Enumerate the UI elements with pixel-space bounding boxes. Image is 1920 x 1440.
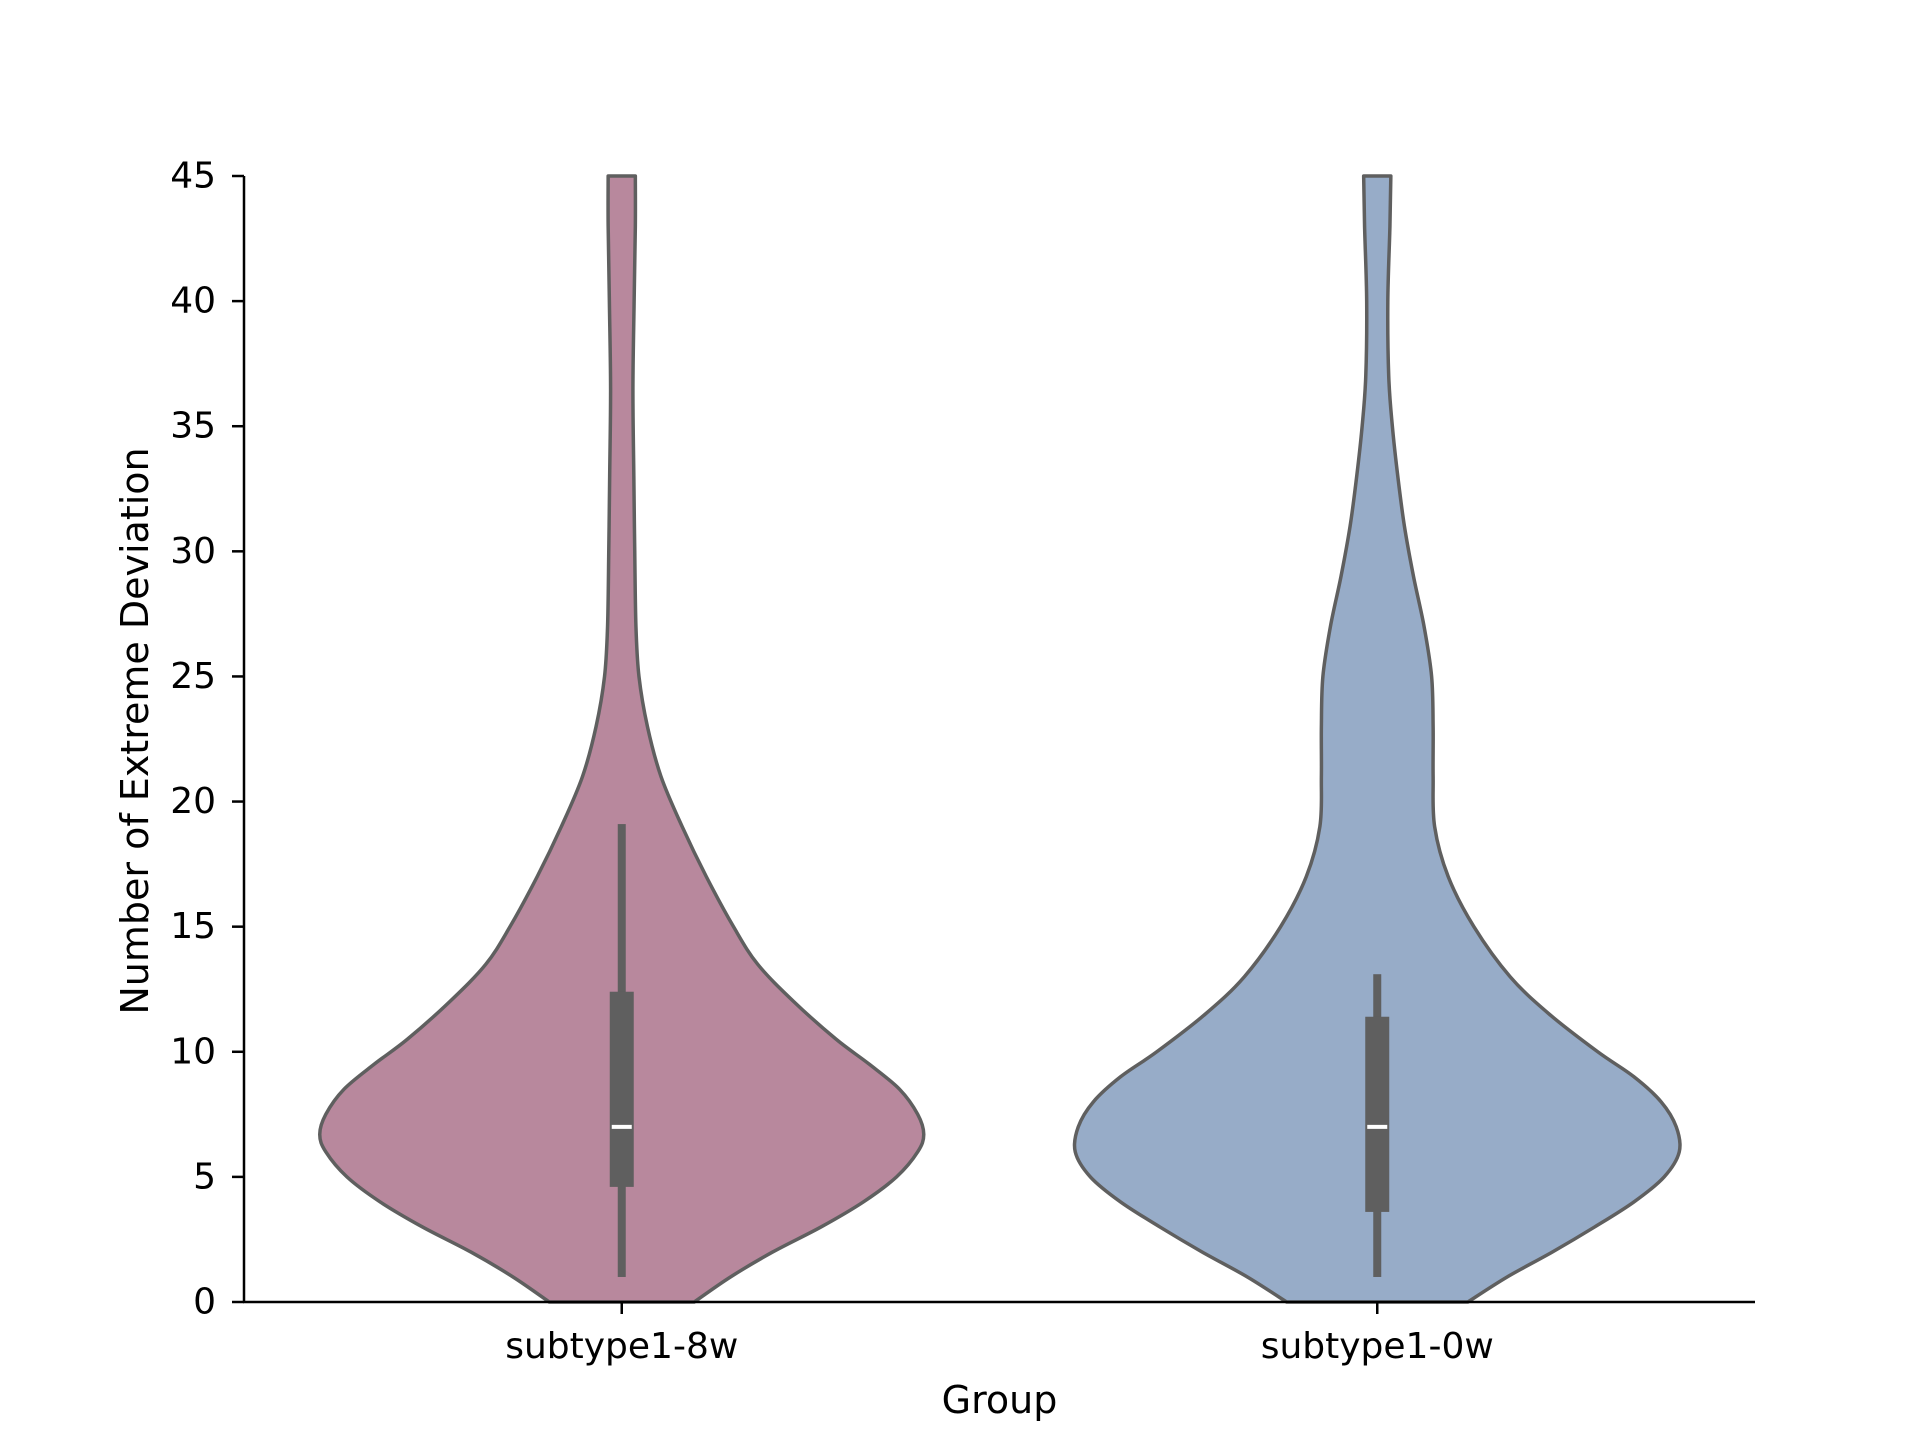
violin-layer	[318, 174, 1682, 1304]
y-tick-label: 5	[193, 1156, 216, 1197]
axes: 0 5 10 15 20 25 30 35 40 45 subtype1-8w subtype1-0…	[170, 156, 1755, 1367]
x-axis-title: Group	[942, 1378, 1058, 1422]
x-ticks: subtype1-8w subtype1-0w	[505, 1302, 1494, 1367]
violin-body	[1072, 174, 1682, 1304]
y-tick-label: 40	[170, 281, 216, 322]
y-axis-title: Number of Extreme Deviation	[113, 447, 157, 1014]
y-tick-label: 10	[170, 1031, 216, 1072]
y-tick-label: 30	[170, 531, 216, 572]
violin-group	[1072, 174, 1682, 1304]
iqr-box	[609, 991, 634, 1187]
y-tick-label: 35	[170, 406, 216, 447]
y-tick-label: 15	[170, 906, 216, 947]
y-tick-label: 25	[170, 656, 216, 697]
violin-body	[318, 174, 926, 1304]
y-tick-label: 0	[193, 1282, 216, 1323]
y-tick-label: 20	[170, 781, 216, 822]
y-ticks: 0 5 10 15 20 25 30 35 40 45	[170, 156, 244, 1323]
violin-group	[318, 174, 926, 1304]
iqr-box	[1365, 1016, 1390, 1212]
x-tick-label: subtype1-0w	[1261, 1326, 1494, 1367]
y-tick-label: 45	[170, 156, 216, 197]
x-tick-label: subtype1-8w	[505, 1326, 738, 1367]
